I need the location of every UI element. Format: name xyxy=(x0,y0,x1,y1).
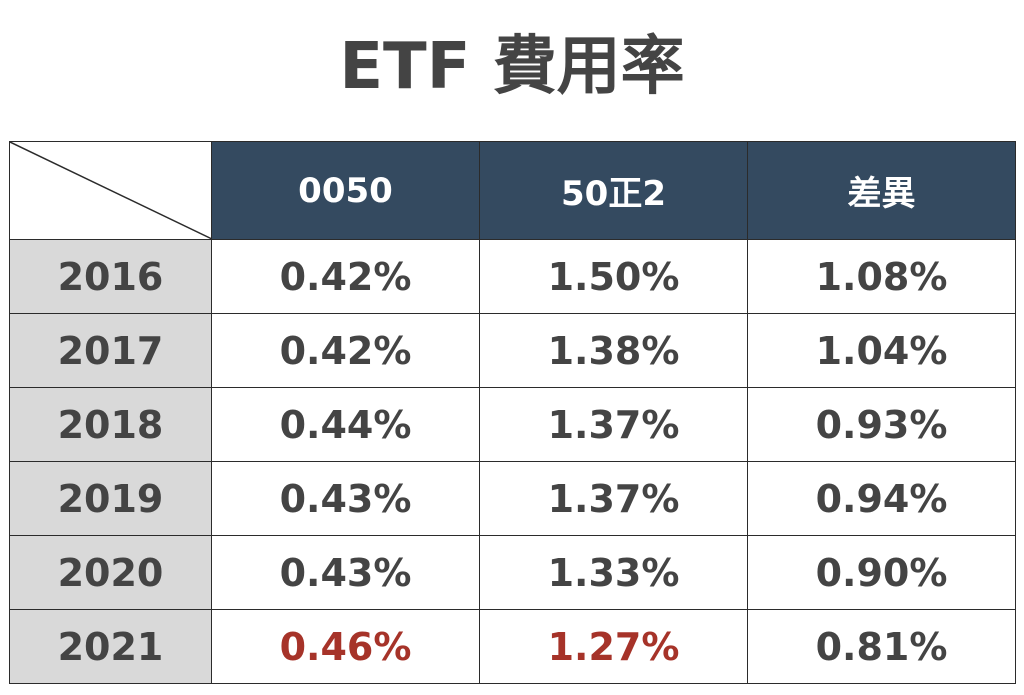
year-cell: 2016 xyxy=(9,239,212,314)
table-row: 2019 0.43% 1.37% 0.94% xyxy=(9,461,1016,536)
table-row: 2016 0.42% 1.50% 1.08% xyxy=(9,239,1016,314)
table-row: 2021 0.46% 1.27% 0.81% xyxy=(9,609,1016,684)
year-cell: 2020 xyxy=(9,535,212,610)
expense-ratio-table: 0050 50正2 差異 2016 0.42% 1.50% 1.08% 2017… xyxy=(9,141,1016,684)
column-header-0050: 0050 xyxy=(211,141,480,240)
year-cell: 2021 xyxy=(9,609,212,684)
table-row: 2018 0.44% 1.37% 0.93% xyxy=(9,387,1016,462)
corner-diagonal xyxy=(10,142,211,239)
value-0050-cell: 0.44% xyxy=(211,387,480,462)
value-0050-cell: 0.43% xyxy=(211,461,480,536)
diff-cell: 0.93% xyxy=(747,387,1016,462)
value-0050-cell: 0.43% xyxy=(211,535,480,610)
diff-cell: 0.94% xyxy=(747,461,1016,536)
value-50-2-cell: 1.33% xyxy=(479,535,748,610)
column-header-50-2: 50正2 xyxy=(479,141,748,240)
value-50-2-cell: 1.38% xyxy=(479,313,748,388)
table-header-row: 0050 50正2 差異 xyxy=(9,141,1016,240)
table-row: 2017 0.42% 1.38% 1.04% xyxy=(9,313,1016,388)
page-title: ETF 費用率 xyxy=(339,30,685,104)
year-cell: 2019 xyxy=(9,461,212,536)
diff-cell: 0.81% xyxy=(747,609,1016,684)
value-0050-cell: 0.42% xyxy=(211,313,480,388)
diff-cell: 0.90% xyxy=(747,535,1016,610)
diff-cell: 1.04% xyxy=(747,313,1016,388)
table-row: 2020 0.43% 1.33% 0.90% xyxy=(9,535,1016,610)
year-cell: 2017 xyxy=(9,313,212,388)
value-0050-cell: 0.42% xyxy=(211,239,480,314)
column-header-diff: 差異 xyxy=(747,141,1016,240)
value-50-2-cell: 1.50% xyxy=(479,239,748,314)
value-50-2-cell: 1.37% xyxy=(479,461,748,536)
value-50-2-cell: 1.37% xyxy=(479,387,748,462)
diff-cell: 1.08% xyxy=(747,239,1016,314)
corner-cell xyxy=(9,141,212,240)
value-50-2-cell: 1.27% xyxy=(479,609,748,684)
value-0050-cell: 0.46% xyxy=(211,609,480,684)
year-cell: 2018 xyxy=(9,387,212,462)
